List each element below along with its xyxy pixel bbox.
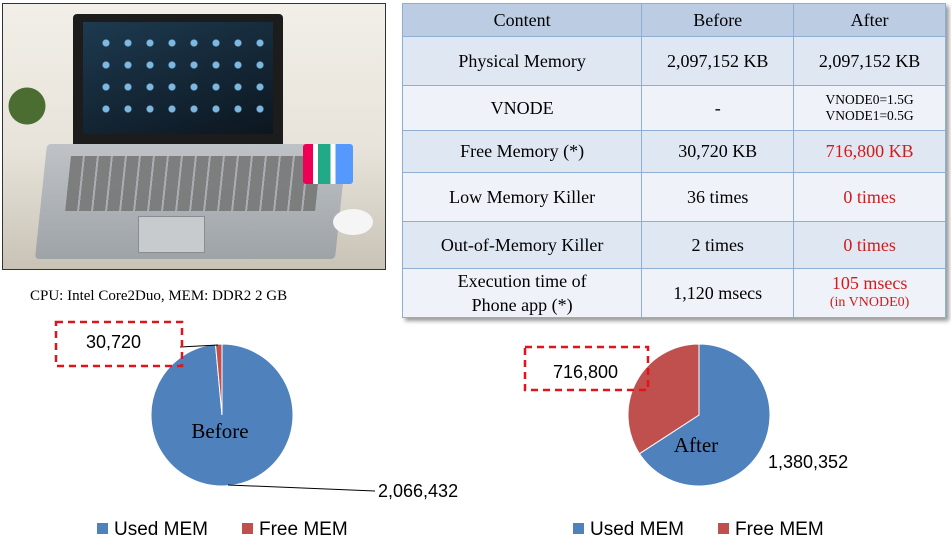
leader-line <box>179 344 219 348</box>
legend-swatch <box>242 523 253 534</box>
row-before: 1,120 msecs <box>641 268 795 318</box>
legend-entry: Used MEM <box>590 519 684 540</box>
row-label: Execution time of Phone app (*) <box>401 268 643 318</box>
free-mem-callout-box <box>54 320 184 368</box>
laptop-photo <box>2 3 386 270</box>
exec-time-note: (in VNODE0) <box>829 295 910 310</box>
header-after: After <box>793 3 946 37</box>
row-after: 105 msecs (in VNODE0) <box>793 268 946 318</box>
row-after: VNODE0=1.5G VNODE1=0.5G <box>793 85 946 131</box>
table-header-row: Content Before After <box>401 3 946 37</box>
legend-swatch <box>97 523 108 534</box>
comparison-table: Content Before After Physical Memory 2,0… <box>401 3 946 318</box>
vnode0-value: VNODE0=1.5G <box>825 92 914 107</box>
legend-entry: Used MEM <box>114 519 208 540</box>
row-label: Free Memory (*) <box>401 130 643 173</box>
table-row: Out-of-Memory Killer 2 times 0 times <box>401 221 946 269</box>
mouse-shape <box>333 209 373 235</box>
pie-slice-free-mem <box>627 343 700 455</box>
free-mem-callout-box <box>523 345 650 392</box>
row-label-line1: Execution time of <box>457 271 587 291</box>
pen-cups-shape <box>303 144 353 184</box>
leader-line <box>227 484 376 492</box>
legend-swatch <box>573 523 584 534</box>
data-label: 30,720 <box>86 332 141 352</box>
row-before: - <box>641 85 795 131</box>
row-after: 0 times <box>793 221 946 269</box>
table-row: VNODE - VNODE0=1.5G VNODE1=0.5G <box>401 85 946 131</box>
table-row: Execution time of Phone app (*) 1,120 ms… <box>401 268 946 318</box>
row-label: Physical Memory <box>401 36 643 86</box>
plant-shape <box>7 74 47 154</box>
touchpad-shape <box>138 216 205 253</box>
legend-entry: Free MEM <box>735 519 824 540</box>
pie-center-label: Before <box>191 419 248 443</box>
data-label: 716,800 <box>553 362 618 382</box>
exec-time-value: 105 msecs <box>831 273 908 293</box>
row-after: 716,800 KB <box>793 130 946 173</box>
row-after: 2,097,152 KB <box>793 36 946 86</box>
app-icons-shape <box>95 32 265 122</box>
row-label-line2: Phone app (*) <box>471 295 573 315</box>
pie-slice-used-mem <box>638 343 771 487</box>
vnode1-value: VNODE1=0.5G <box>825 108 914 123</box>
row-before: 30,720 KB <box>641 130 795 173</box>
header-before: Before <box>641 3 795 37</box>
pie-center-label: After <box>674 433 718 457</box>
hardware-caption: CPU: Intel Core2Duo, MEM: DDR2 2 GB <box>30 288 288 304</box>
row-label: VNODE <box>401 85 643 131</box>
pie-slice-free-mem <box>214 343 223 416</box>
data-label: 1,380,352 <box>768 452 848 472</box>
legend-entry: Free MEM <box>259 519 348 540</box>
legend-swatch <box>718 523 729 534</box>
data-label: 2,066,432 <box>378 481 458 501</box>
row-before: 2 times <box>641 221 795 269</box>
table-row: Free Memory (*) 30,720 KB 716,800 KB <box>401 130 946 173</box>
row-before: 2,097,152 KB <box>641 36 795 86</box>
header-content: Content <box>401 3 643 37</box>
row-before: 36 times <box>641 172 795 222</box>
row-label: Out-of-Memory Killer <box>401 221 643 269</box>
table-row: Physical Memory 2,097,152 KB 2,097,152 K… <box>401 36 946 86</box>
